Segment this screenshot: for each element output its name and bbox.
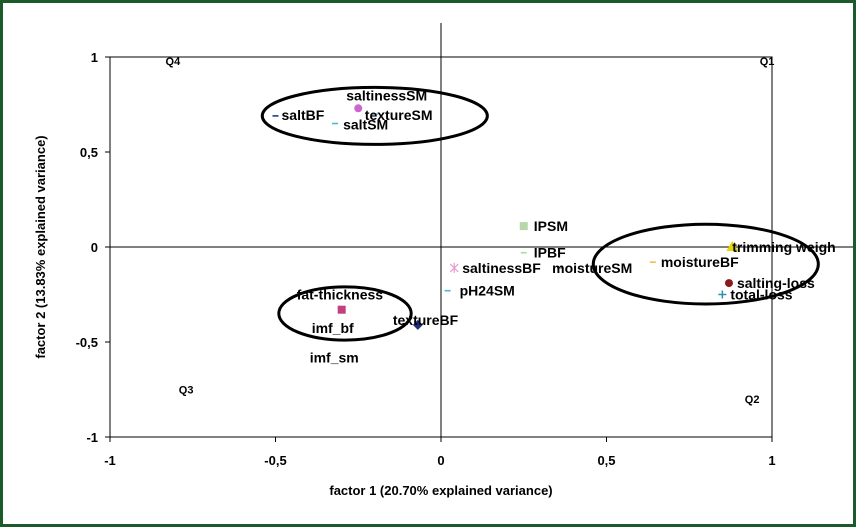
y-tick-label: 0,5: [80, 145, 98, 160]
point-label-imf-sm: imf_sm: [310, 350, 359, 366]
point-label-texturesm: textureSM: [365, 107, 433, 123]
quadrant-label-q3: Q3: [179, 385, 194, 397]
y-tick-label: -0,5: [76, 335, 98, 350]
cluster-ellipse-2: [591, 222, 820, 306]
point-saltinessbf: [449, 262, 459, 273]
point-label-ipsm: IPSM: [534, 218, 568, 234]
point-label-moisturesm: moistureSM: [552, 260, 632, 276]
point-label-texturebf: textureBF: [393, 312, 459, 328]
point-label-saltsm: saltSM: [343, 117, 388, 133]
point-label-trimming-weigh: trimming weigh: [732, 239, 835, 255]
point-fat-thickness: [337, 305, 346, 314]
point-label-total-loss: total-loss: [730, 287, 792, 303]
quadrant-label-q2: Q2: [745, 394, 760, 406]
point-label-imf-bf: imf_bf: [312, 320, 354, 336]
x-axis-title: factor 1 (20.70% explained variance): [329, 483, 552, 498]
point-label-saltinesssm: saltinessSM: [346, 87, 427, 103]
x-tick-label: 1: [768, 453, 775, 468]
point-label-ipbf: IPBF: [534, 245, 566, 261]
cluster-ellipse-3: [277, 285, 413, 342]
point-total-loss: [718, 290, 727, 299]
point-label-saltinessbf: saltinessBF: [462, 260, 541, 276]
y-tick-label: 0: [91, 240, 98, 255]
y-tick-label: -1: [86, 430, 98, 445]
quadrant-label-q1: Q1: [760, 56, 775, 68]
y-axis-title: factor 2 (13.83% explained variance): [33, 135, 48, 358]
point-label-ph24sm: pH24SM: [460, 283, 515, 299]
point-label-salting-loss: salting-loss: [737, 275, 815, 291]
point-ipsm: [519, 222, 528, 231]
point-texturebf: [412, 319, 423, 330]
quadrant-label-q4: Q4: [166, 56, 182, 68]
point-salting-loss: [724, 279, 733, 288]
x-tick-label: 0: [437, 453, 444, 468]
point-label-saltbf: saltBF: [282, 107, 325, 123]
point-trimming-weigh: [726, 241, 739, 251]
x-tick-label: -1: [104, 453, 116, 468]
x-tick-label: 0,5: [597, 453, 615, 468]
point-saltinesssm: [354, 104, 363, 113]
y-tick-label: 1: [91, 50, 98, 65]
point-label-fat-thickness: fat-thickness: [297, 287, 384, 303]
point-label-moisturebf: moistureBF: [661, 254, 739, 270]
x-tick-label: -0,5: [264, 453, 286, 468]
cluster-ellipse-1: [260, 85, 489, 146]
